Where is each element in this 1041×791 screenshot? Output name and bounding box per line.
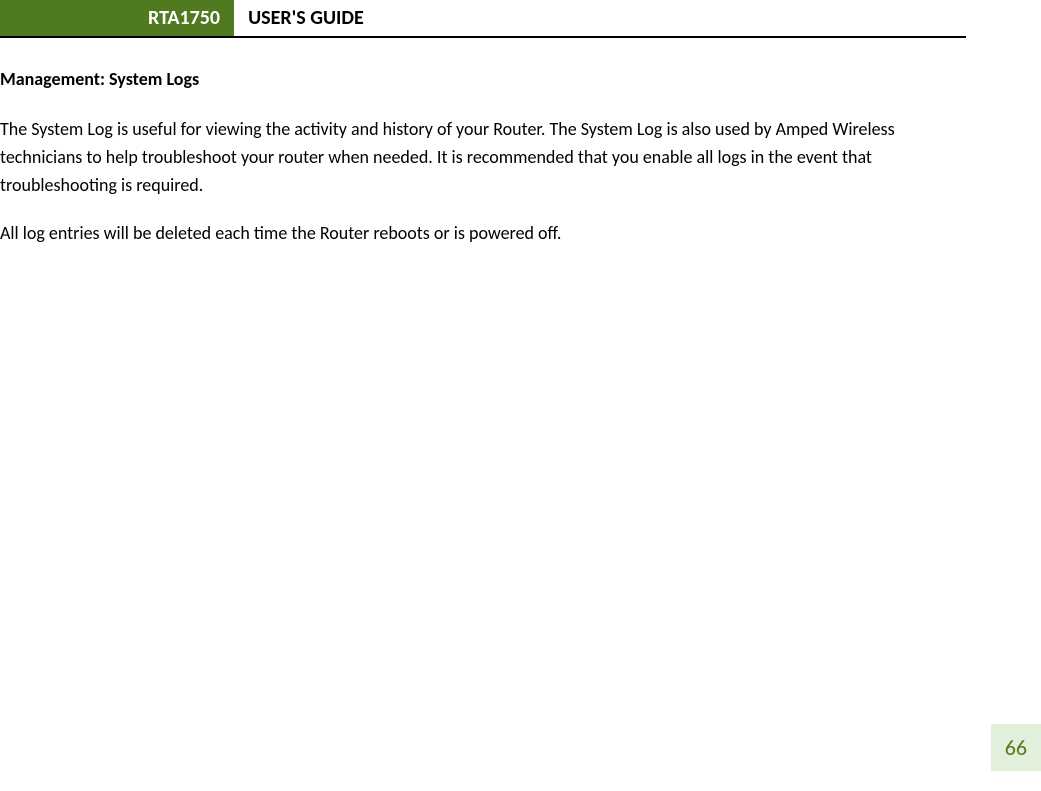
- product-model: RTA1750: [8, 0, 234, 36]
- section-heading: Management: System Logs: [0, 68, 966, 90]
- page-content: Management: System Logs The System Log i…: [0, 38, 1041, 248]
- document-header: RTA1750 USER'S GUIDE: [0, 0, 966, 38]
- document-title: USER'S GUIDE: [234, 0, 378, 36]
- page-number: 66: [991, 724, 1041, 771]
- body-paragraph-1: The System Log is useful for viewing the…: [0, 116, 966, 200]
- header-accent-bar: [0, 0, 8, 36]
- body-paragraph-2: All log entries will be deleted each tim…: [0, 220, 966, 248]
